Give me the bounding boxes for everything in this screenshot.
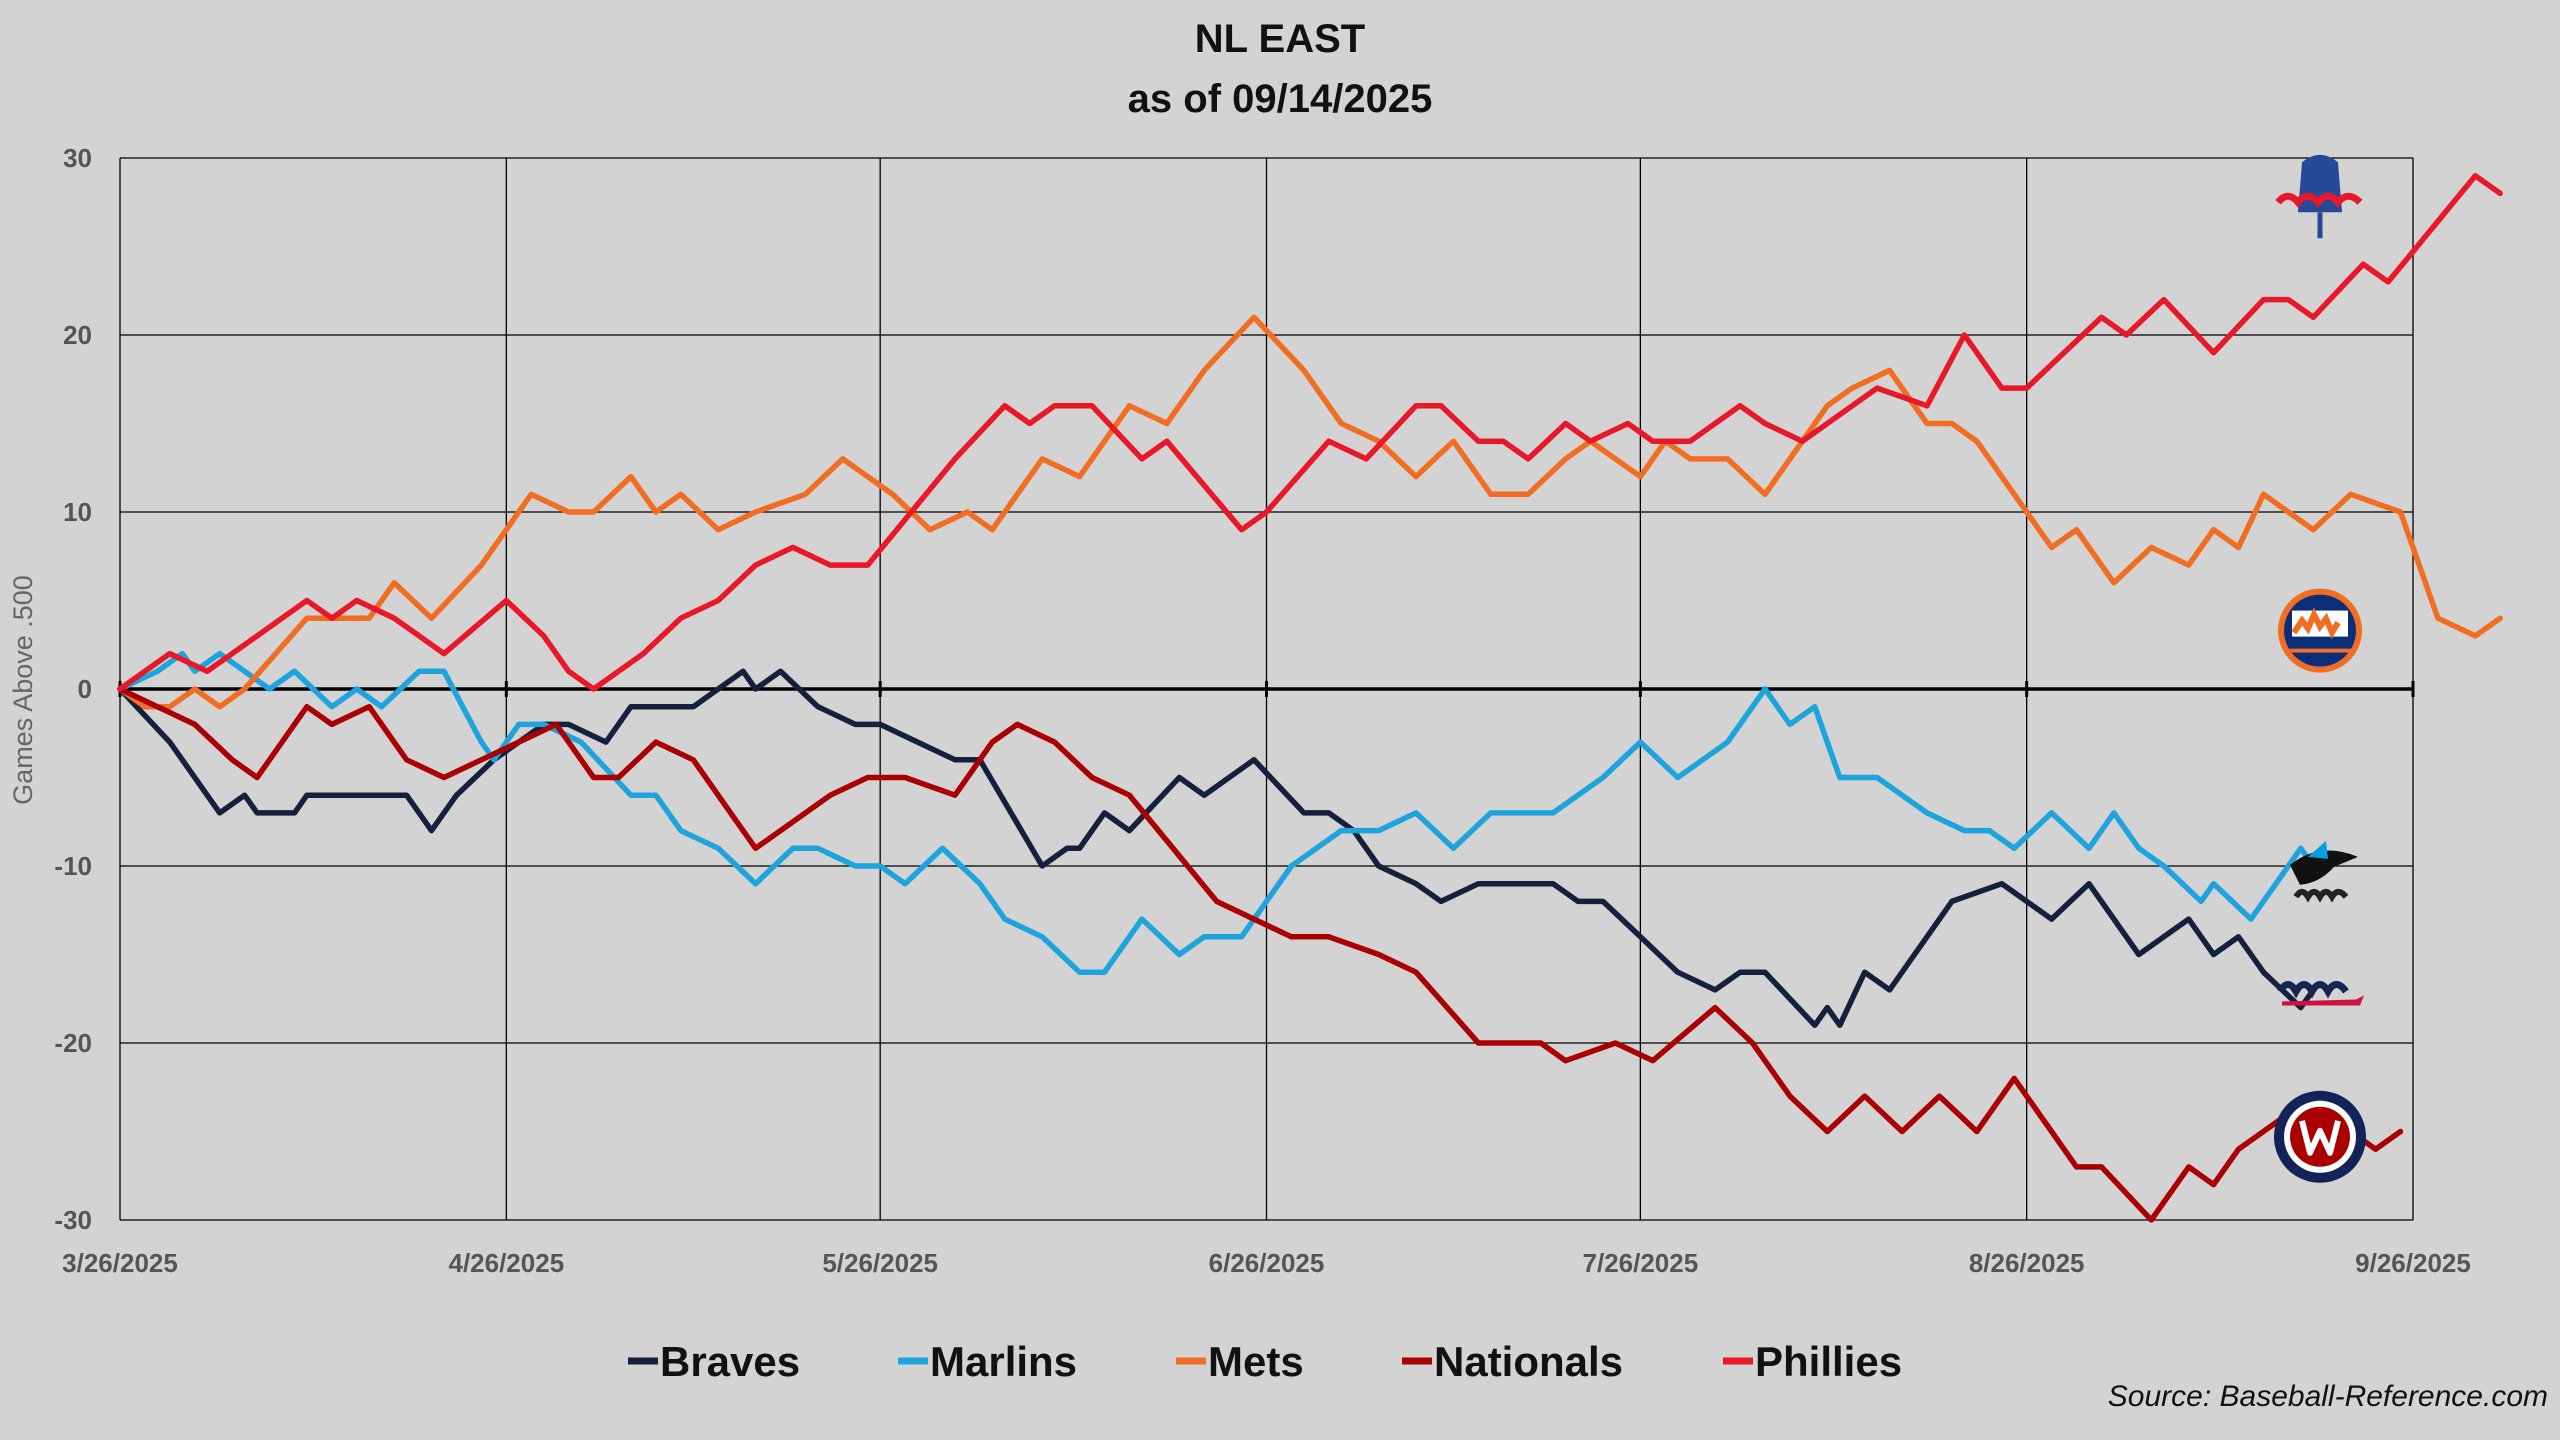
y-tick-label: -20 — [54, 1028, 92, 1058]
marlins-logo — [2290, 840, 2358, 903]
legend-label-phillies: Phillies — [1755, 1338, 1902, 1385]
y-tick-label: 0 — [78, 674, 92, 704]
x-axis-ticks: 3/26/2025 4/26/2025 5/26/2025 6/26/2025 7/26… — [62, 1248, 2471, 1278]
x-tick-label: 8/26/2025 — [1969, 1248, 2085, 1278]
series-line-phillies — [117, 172, 2503, 692]
x-tick-label: 3/26/2025 — [62, 1248, 178, 1278]
gridlines — [118, 157, 2415, 1221]
braves-logo — [2276, 981, 2364, 1006]
series-lines — [117, 172, 2503, 1223]
x-tick-label: 5/26/2025 — [822, 1248, 938, 1278]
x-tick-label: 4/26/2025 — [448, 1248, 564, 1278]
series-line-braves — [117, 668, 2317, 1029]
legend-label-braves: Braves — [660, 1338, 800, 1385]
y-tick-label: -10 — [54, 851, 92, 881]
x-tick-label: 9/26/2025 — [2355, 1248, 2471, 1278]
chart-subtitle: as of 09/14/2025 — [1128, 77, 1433, 121]
x-tick-label: 6/26/2025 — [1209, 1248, 1325, 1278]
y-axis-ticks: 30 20 10 0 -10 -20 -30 — [54, 143, 92, 1235]
legend-label-nationals: Nationals — [1434, 1338, 1623, 1385]
nationals-logo — [2274, 1090, 2366, 1183]
y-tick-label: 20 — [63, 320, 92, 350]
series-line-marlins — [117, 650, 2317, 975]
x-tick-label: 7/26/2025 — [1583, 1248, 1699, 1278]
series-line-nationals — [117, 686, 2404, 1223]
legend-label-mets: Mets — [1208, 1338, 1304, 1385]
y-tick-label: -30 — [54, 1205, 92, 1235]
series-line-mets — [117, 314, 2503, 710]
y-tick-label: 10 — [63, 497, 92, 527]
mets-logo — [2278, 588, 2362, 673]
legend: Braves Marlins Mets Nationals Phillies — [628, 1338, 1902, 1385]
y-axis-label: Games Above .500 — [8, 575, 38, 805]
source-note: Source: Baseball-Reference.com — [2108, 1380, 2548, 1413]
legend-label-marlins: Marlins — [930, 1338, 1077, 1385]
team-logos — [2274, 154, 2366, 1183]
chart-title: NL EAST — [1195, 17, 1365, 61]
phillies-logo — [2275, 154, 2363, 239]
y-tick-label: 30 — [63, 143, 92, 173]
